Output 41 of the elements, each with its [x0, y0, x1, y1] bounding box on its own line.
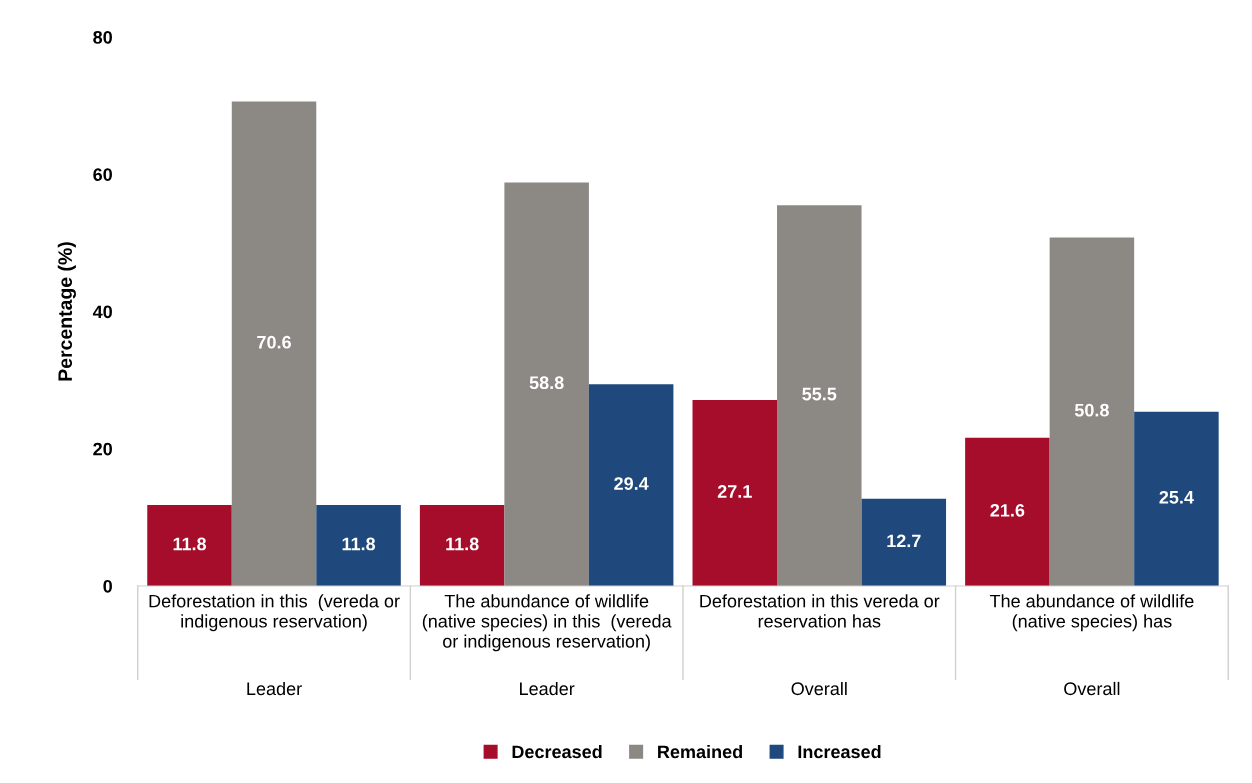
data-label: 11.8 [342, 537, 376, 551]
legend-label: Decreased [512, 744, 602, 759]
bar [1134, 411, 1219, 586]
bar [147, 505, 232, 586]
y-tick-label: 0 [103, 579, 112, 593]
legend-label: Increased [798, 744, 881, 759]
y-axis-title: Percentage (%) [57, 242, 76, 381]
text: Leader [247, 681, 302, 696]
legend-label: Remained [658, 744, 742, 759]
bar [231, 101, 317, 586]
bar [777, 205, 862, 586]
data-label: 12.7 [887, 534, 921, 548]
x-tick-label: Deforestation in this vereda or reservation has [700, 594, 940, 628]
data-label: 55.5 [802, 387, 837, 401]
data-label: 29.4 [614, 477, 649, 490]
bar [1049, 237, 1135, 586]
bar [504, 182, 589, 586]
y-tick-label: 20 [93, 442, 112, 456]
x-tick-label: The abundance of wildlife (native species) in this (vereda or indigenous reservation) [422, 594, 672, 652]
x-tick-label: Deforestation in this (vereda or indigenous reservation) [149, 594, 400, 632]
bar [419, 505, 505, 586]
data-label: 11.8 [173, 537, 207, 551]
data-label: 27.1 [717, 485, 752, 498]
data-label: 25.4 [1159, 490, 1194, 504]
data-label: 11.8 [446, 537, 479, 551]
bar [861, 498, 947, 586]
text: Overall [791, 681, 847, 696]
text: Overall [1064, 681, 1120, 696]
bar [692, 400, 778, 586]
text: Leader [520, 681, 575, 696]
x-tick-label: The abundance of wildlife (native species) has [989, 594, 1194, 632]
y-tick-label: 40 [92, 305, 112, 319]
bar [588, 384, 674, 586]
bar [965, 437, 1050, 586]
data-label: 58.8 [529, 376, 564, 390]
data-label: 21.6 [990, 503, 1025, 517]
data-label: 50.8 [1074, 403, 1109, 417]
y-tick-label: 80 [93, 30, 112, 44]
y-tick-label: 60 [93, 168, 112, 181]
data-label: 70.6 [257, 335, 291, 349]
bar [316, 505, 401, 586]
